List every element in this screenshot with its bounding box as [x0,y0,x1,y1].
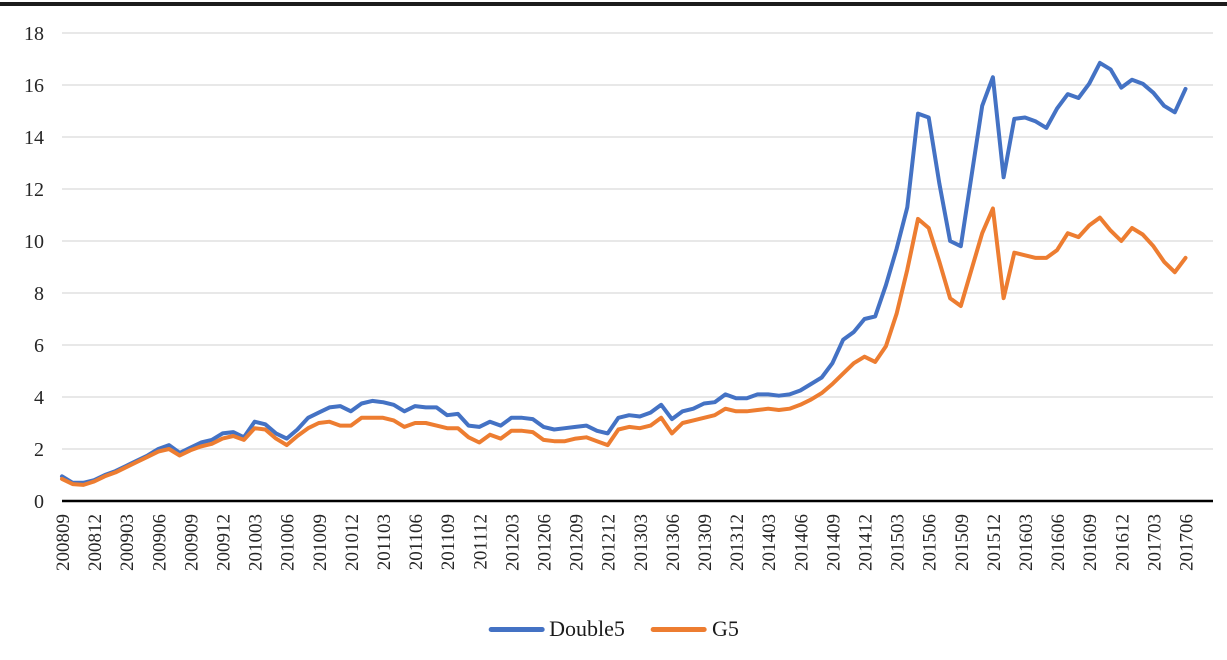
x-axis-tick-label: 201703 [1144,514,1165,571]
y-axis-tick-label: 14 [24,127,44,149]
x-axis-tick-label: 201706 [1177,514,1198,571]
x-axis-tick-label: 201306 [663,514,684,571]
x-axis-tick-label: 201312 [727,514,748,571]
x-axis-tick-label: 201509 [952,514,973,571]
legend-item-double5: Double5 [488,618,625,640]
x-axis-tick-label: 200909 [181,514,202,571]
x-axis-tick-label: 201406 [791,514,812,571]
x-axis-tick-label: 201606 [1048,514,1069,571]
x-axis-tick-label: 201303 [631,514,652,571]
y-axis-tick-label: 12 [24,179,44,201]
x-axis-tick-label: 201003 [246,514,267,571]
x-axis-tick-label: 200906 [149,514,170,571]
y-axis-tick-label: 18 [24,23,44,45]
x-axis-tick-label: 201106 [406,514,427,570]
series-line-double5 [60,60,1188,485]
y-axis-tick-label: 10 [24,231,44,253]
x-axis-tick-label: 201212 [599,514,620,571]
series-line-g5 [60,206,1188,487]
y-axis-tick-label: 0 [34,491,44,513]
chart-legend: Double5 G5 [488,618,739,640]
y-axis-tick-label: 6 [34,335,44,357]
x-axis-tick-label: 201203 [502,514,523,571]
x-axis-tick-label: 201609 [1080,514,1101,571]
top-rule [0,2,1227,6]
x-axis-tick-label: 201112 [470,514,491,570]
x-axis-tick-label: 200903 [117,514,138,571]
y-axis-tick-label: 4 [34,387,44,409]
y-axis-tick-label: 8 [34,283,44,305]
legend-label-g5: G5 [711,616,739,641]
x-axis-tick-label: 200912 [214,514,235,571]
x-axis-tick-label: 201206 [535,514,556,571]
x-axis-tick-label: 201103 [374,514,395,570]
x-axis-tick-label: 201009 [310,514,331,571]
x-axis-tick-label: 201503 [888,514,909,571]
x-axis-tick-label: 201403 [759,514,780,571]
x-axis-tick-label: 201612 [1112,514,1133,571]
x-axis-tick-label: 201309 [695,514,716,571]
x-axis-tick-label: 200809 [53,514,74,571]
x-axis-tick-label: 201109 [438,514,459,570]
legend-label-double5: Double5 [549,616,625,641]
x-axis-tick-label: 201603 [1016,514,1037,571]
x-axis-tick-label: 201409 [823,514,844,571]
x-axis-tick-label: 200812 [85,514,106,571]
legend-line-double5-icon [488,626,545,632]
x-axis-tick-label: 201506 [920,514,941,571]
x-axis-tick-label: 201209 [567,514,588,571]
legend-line-g5-icon [650,626,707,632]
x-axis-tick-label: 201012 [342,514,363,571]
x-axis-tick-label: 201006 [278,514,299,571]
x-axis-tick-label: 201412 [856,514,877,571]
x-axis-tick-label: 201512 [984,514,1005,571]
y-axis-tick-label: 16 [24,75,44,97]
y-axis-tick-label: 2 [34,439,44,461]
legend-item-g5: G5 [650,616,739,641]
